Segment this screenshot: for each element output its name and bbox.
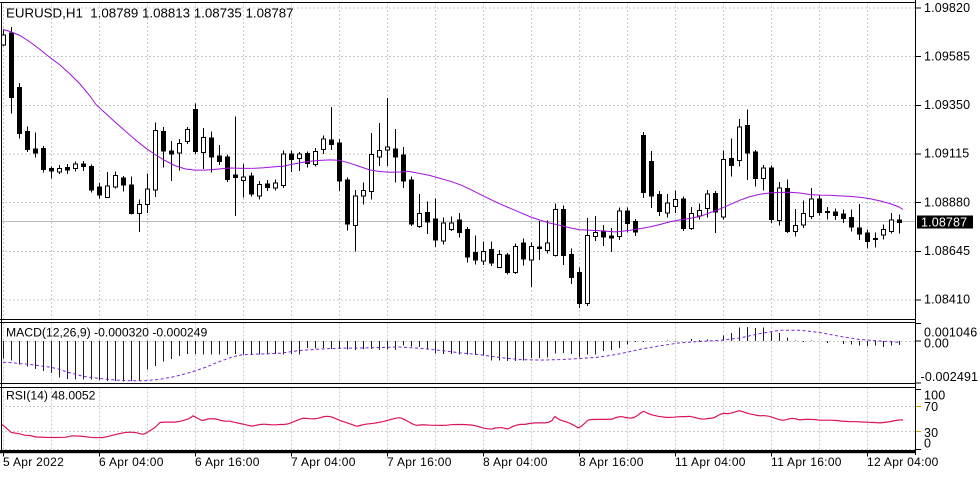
svg-text:0.001046: 0.001046: [924, 326, 977, 340]
svg-text:100: 100: [924, 389, 945, 403]
svg-text:1.09350: 1.09350: [924, 98, 970, 112]
svg-text:11 Apr 04:00: 11 Apr 04:00: [675, 455, 746, 469]
svg-text:70: 70: [924, 400, 938, 414]
svg-text:8 Apr 16:00: 8 Apr 16:00: [579, 455, 644, 469]
svg-text:-0.002491: -0.002491: [921, 370, 979, 384]
svg-text:5 Apr 2022: 5 Apr 2022: [3, 455, 64, 469]
svg-text:6 Apr 04:00: 6 Apr 04:00: [99, 455, 164, 469]
svg-text:7 Apr 16:00: 7 Apr 16:00: [387, 455, 452, 469]
svg-text:1.09820: 1.09820: [924, 1, 970, 15]
svg-text:6 Apr 16:00: 6 Apr 16:00: [195, 455, 260, 469]
svg-text:11 Apr 16:00: 11 Apr 16:00: [771, 455, 842, 469]
svg-text:1.08880: 1.08880: [924, 195, 970, 209]
svg-text:MACD(12,26,9) -0.000320 -0.000: MACD(12,26,9) -0.000320 -0.000249: [6, 326, 207, 340]
svg-text:RSI(14) 48.0052: RSI(14) 48.0052: [6, 389, 96, 403]
svg-text:8 Apr 04:00: 8 Apr 04:00: [483, 455, 548, 469]
svg-text:0.00: 0.00: [924, 337, 949, 351]
svg-text:1.08787: 1.08787: [921, 215, 967, 229]
svg-text:30: 30: [924, 426, 938, 440]
svg-text:7 Apr 04:00: 7 Apr 04:00: [291, 455, 356, 469]
svg-text:1.08410: 1.08410: [924, 293, 970, 307]
svg-text:1.09585: 1.09585: [924, 49, 970, 63]
svg-text:1.09115: 1.09115: [924, 147, 969, 161]
svg-text:1.08645: 1.08645: [924, 244, 970, 258]
svg-text:0: 0: [924, 437, 931, 451]
svg-text:EURUSD,H1 1.08789 1.08813 1.0: EURUSD,H1 1.08789 1.08813 1.08735 1.0878…: [6, 6, 294, 21]
svg-text:12 Apr 04:00: 12 Apr 04:00: [867, 455, 939, 469]
